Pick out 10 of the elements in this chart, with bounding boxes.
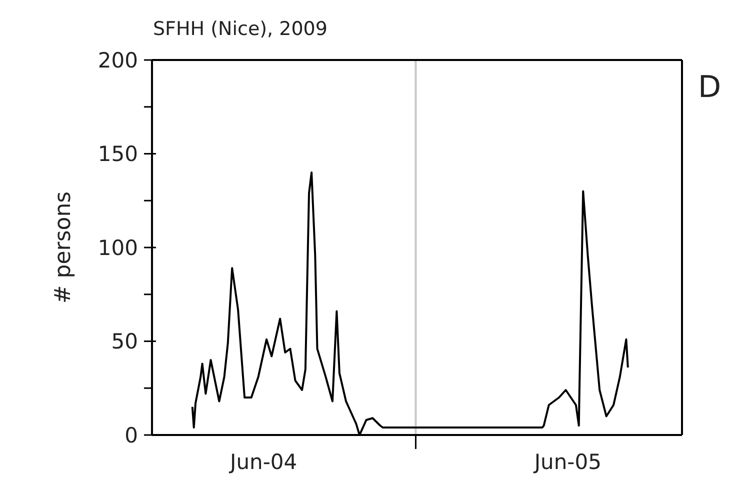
x-tick-label: Jun-04: [228, 450, 298, 474]
text: D: [698, 70, 722, 105]
y-tick-label: 50: [111, 330, 138, 354]
y-tick-label: 0: [124, 423, 138, 448]
chart-title: SFHH (Nice), 2009: [153, 18, 328, 40]
y-axis-title: # persons: [50, 191, 76, 304]
y-tick-label: 100: [98, 236, 138, 260]
y-tick-label: 200: [98, 48, 138, 72]
x-tick-label: Jun-05: [532, 450, 602, 474]
y-tick-label: 150: [98, 142, 138, 166]
